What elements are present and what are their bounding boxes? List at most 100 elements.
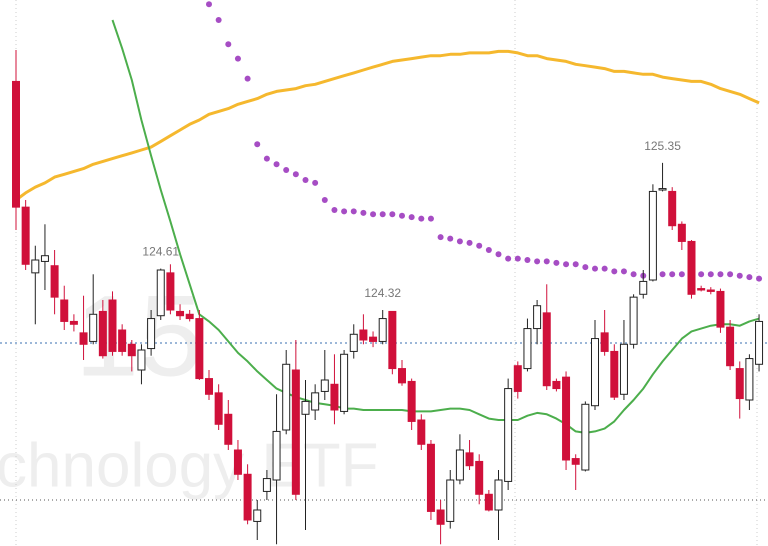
indicator-dot xyxy=(717,271,724,278)
candle-body xyxy=(301,400,310,415)
candle-body xyxy=(407,380,416,422)
indicator-dot xyxy=(746,274,753,281)
candle-body xyxy=(156,269,165,317)
candle-body xyxy=(668,190,677,227)
indicator-dot xyxy=(678,271,685,278)
indicator-dot xyxy=(698,271,705,278)
candle-body xyxy=(369,336,378,342)
candle-body xyxy=(40,255,49,262)
candle-body xyxy=(648,190,657,281)
candle-body xyxy=(687,240,696,295)
candle-body xyxy=(658,188,667,191)
candle-body xyxy=(147,318,156,350)
candle-body xyxy=(475,460,484,495)
indicator-dot xyxy=(727,271,734,278)
indicator-dot xyxy=(669,271,676,278)
candle-body xyxy=(378,318,387,342)
candle-body xyxy=(571,458,580,465)
candle-body xyxy=(677,223,686,242)
candle-body xyxy=(398,368,406,384)
indicator-dot xyxy=(456,238,463,245)
candle-body xyxy=(98,310,107,357)
candle-body xyxy=(214,392,223,425)
watermark-name: chnology ETF xyxy=(0,431,379,500)
indicator-dot xyxy=(601,265,608,272)
indicator-dot xyxy=(485,247,492,253)
candle-body xyxy=(166,272,175,311)
indicator-dot xyxy=(514,255,521,262)
candle-body xyxy=(282,363,291,431)
indicator-dot xyxy=(572,261,579,268)
candle-body xyxy=(581,403,590,471)
candle-body xyxy=(523,328,532,370)
indicator-dot xyxy=(273,161,280,168)
candle-body xyxy=(330,383,339,411)
candle-body xyxy=(185,313,194,320)
indicator-dot xyxy=(283,167,290,173)
candle-body xyxy=(436,509,445,525)
candle-body xyxy=(224,413,233,445)
candle-body xyxy=(494,479,503,511)
candle-body xyxy=(610,350,619,398)
candle-body xyxy=(726,326,735,367)
candle-body xyxy=(639,280,648,295)
candle-body xyxy=(176,310,185,317)
candle-body xyxy=(118,329,127,352)
candle-body xyxy=(50,265,59,298)
candle-body xyxy=(31,259,40,274)
indicator-dot xyxy=(447,235,454,242)
indicator-dot xyxy=(312,179,319,186)
indicator-dot xyxy=(630,271,637,278)
candle-body xyxy=(484,493,493,511)
indicator-dot xyxy=(437,234,444,241)
indicator-dot xyxy=(563,261,570,268)
candle-body xyxy=(69,320,78,325)
indicator-dot xyxy=(476,242,483,249)
candle-body xyxy=(60,299,69,322)
candle-body xyxy=(745,358,754,401)
candle-body xyxy=(262,478,271,492)
candle-body xyxy=(291,369,300,495)
indicator-dot xyxy=(389,211,396,218)
candle-body xyxy=(697,288,706,291)
candle-body xyxy=(591,338,599,407)
candle-body xyxy=(504,388,513,482)
indicator-dot xyxy=(379,211,386,218)
indicator-dot xyxy=(206,1,212,8)
candle-body xyxy=(243,473,252,521)
candle-body xyxy=(195,318,204,380)
indicator-dot xyxy=(263,155,270,162)
indicator-dot xyxy=(244,75,251,82)
indicator-dot xyxy=(225,41,232,48)
candle-body xyxy=(137,349,146,371)
indicator-dot xyxy=(350,208,357,215)
candle-body xyxy=(233,449,242,475)
indicator-dot xyxy=(408,214,415,221)
indicator-dot xyxy=(215,17,222,23)
candle-body xyxy=(755,320,764,365)
high-label: 124.61 xyxy=(142,245,179,259)
candle-body xyxy=(79,332,88,345)
candle-body xyxy=(417,419,426,445)
candle-body xyxy=(706,289,715,292)
indicator-dot xyxy=(524,257,531,263)
indicator-line xyxy=(15,49,760,202)
candle-body xyxy=(446,479,455,522)
high-label: 124.32 xyxy=(364,286,401,300)
indicator-line xyxy=(111,19,760,434)
indicator-dot xyxy=(659,271,666,278)
indicator-dot xyxy=(534,258,541,265)
indicator-dot xyxy=(611,268,618,275)
indicator-dot xyxy=(321,197,328,203)
indicator-dot xyxy=(707,271,714,278)
candle-body xyxy=(108,299,117,352)
candle-body xyxy=(127,343,136,357)
candle-body xyxy=(253,509,262,522)
candle-body xyxy=(359,329,368,341)
indicator-dot xyxy=(399,212,405,219)
indicator-dot xyxy=(234,55,241,62)
candle-body xyxy=(12,80,20,208)
candle-body xyxy=(205,378,213,395)
candle-body xyxy=(716,290,725,328)
